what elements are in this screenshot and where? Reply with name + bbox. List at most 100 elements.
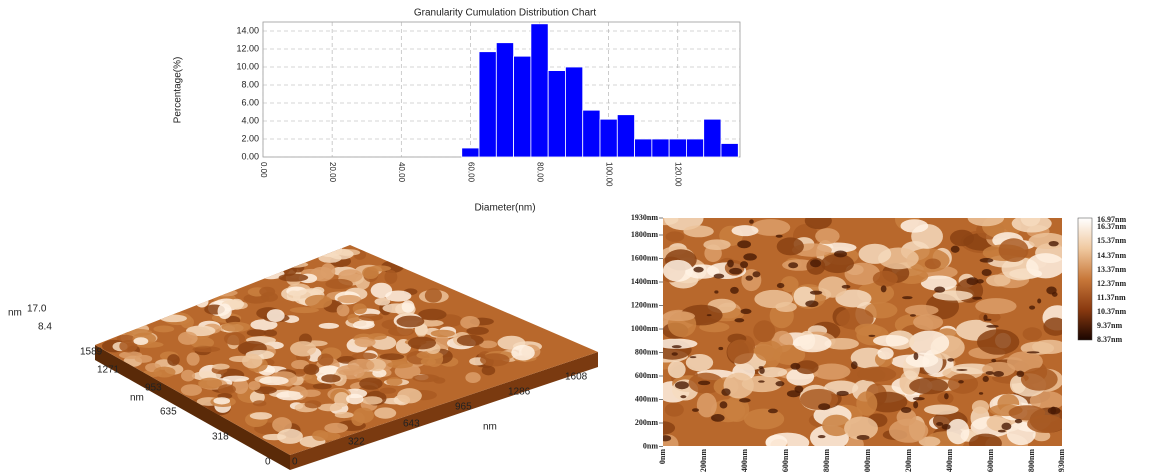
grain (723, 372, 754, 399)
grain (753, 320, 776, 343)
pore (993, 371, 1005, 377)
grain-3d (379, 387, 397, 394)
grain (913, 314, 944, 330)
grain (909, 377, 949, 395)
y-tick-label: 1930nm (631, 213, 658, 222)
grain (663, 311, 695, 322)
pore (674, 381, 689, 390)
colorbar-label: 14.37nm (1097, 251, 1126, 260)
pore (734, 318, 745, 323)
grain-3d (318, 322, 340, 329)
grain-3d (328, 248, 354, 260)
pore (775, 381, 785, 387)
pore (936, 422, 944, 426)
pore (718, 346, 724, 351)
bar (634, 138, 653, 158)
bar (651, 138, 670, 158)
y-tick-label: 1200nm (631, 300, 658, 309)
grain (900, 219, 929, 233)
grain-3d (388, 326, 414, 337)
colorbar-label: 9.37nm (1097, 321, 1122, 330)
x-tick-label: 1600nm (986, 449, 995, 472)
grain-3d (511, 344, 535, 361)
bar (686, 138, 705, 158)
grain (888, 418, 929, 443)
grain-3d (361, 396, 383, 405)
colorbar-label: 16.37nm (1097, 222, 1126, 231)
pore (934, 286, 946, 293)
y-tick-label: 1000nm (631, 324, 658, 333)
pore (786, 390, 801, 398)
grain-3d (260, 292, 279, 302)
pore (947, 358, 955, 362)
pore (713, 273, 725, 279)
grain (743, 408, 785, 430)
bar (513, 55, 532, 158)
pore (941, 423, 951, 430)
grain (821, 253, 855, 274)
grain-3d (177, 331, 198, 345)
pore (691, 408, 700, 412)
grain (918, 436, 941, 446)
x-tick-label: 322 (348, 437, 365, 448)
pore (913, 401, 919, 409)
grain-3d (286, 290, 301, 302)
grain (949, 229, 975, 247)
pore (719, 401, 728, 409)
z-min: 8.4 (38, 322, 52, 333)
grain (780, 276, 799, 293)
grain-3d (337, 294, 362, 304)
colorbar-label: 11.37nm (1097, 293, 1126, 302)
grain (822, 414, 851, 437)
grain-3d (379, 353, 405, 360)
grain (776, 237, 804, 256)
bar (616, 114, 635, 158)
grain-3d (354, 336, 376, 348)
pore (727, 259, 734, 268)
grain-3d (347, 313, 360, 324)
grain-3d (465, 372, 481, 383)
grain (685, 353, 714, 372)
x-tick-label: 100.00 (605, 162, 614, 187)
pore (1026, 351, 1040, 354)
grain (858, 243, 892, 264)
x-tick-label: 400nm (740, 449, 749, 472)
grain (909, 330, 950, 356)
pore (809, 290, 823, 295)
pore (972, 296, 983, 300)
grain-3d (192, 346, 221, 353)
grain-3d (334, 391, 350, 407)
grain (818, 276, 847, 298)
grain (765, 434, 788, 446)
grain-3d (277, 428, 303, 444)
grain-3d (420, 357, 436, 366)
grain-3d (358, 313, 383, 321)
grain-3d (346, 393, 364, 405)
grain-3d (351, 352, 377, 360)
grain (1027, 414, 1062, 434)
grain-3d (222, 375, 250, 382)
grain-3d (289, 306, 319, 314)
grain (856, 391, 878, 416)
bar (703, 118, 722, 158)
surface-side (290, 352, 598, 470)
pore (737, 240, 751, 249)
grain-3d (304, 400, 322, 409)
grain-3d (160, 314, 187, 323)
grain-3d (254, 386, 277, 395)
afm-texture (663, 218, 1062, 446)
grain (864, 301, 898, 319)
pore (868, 334, 876, 337)
pore (979, 258, 994, 263)
grain (844, 416, 878, 441)
pore (983, 314, 988, 322)
pore (721, 388, 731, 396)
bar (495, 42, 514, 158)
grain-3d (278, 273, 309, 282)
colorbar-label: 15.37nm (1097, 236, 1126, 245)
x-tick-label: 120.00 (674, 162, 683, 187)
x-tick-label: 200nm (699, 449, 708, 472)
y-tick-label: 4.00 (241, 115, 259, 125)
grain-3d (321, 374, 341, 383)
